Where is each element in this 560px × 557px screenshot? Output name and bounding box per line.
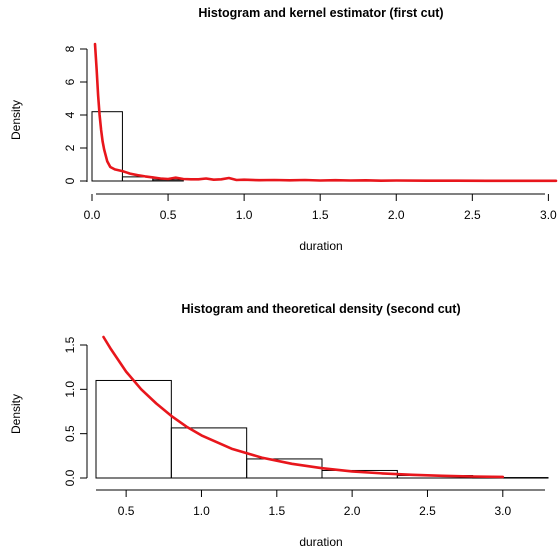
x-tick-label: 0.5: [160, 208, 177, 222]
theoretical-density-curve: [102, 335, 505, 479]
x-axis-label-1: duration: [299, 239, 342, 253]
chart-title-1: Histogram and kernel estimator (first cu…: [198, 6, 443, 20]
y-tick-label: 0.0: [63, 469, 77, 486]
x-tick-label: 3.0: [494, 504, 511, 518]
x-ticks-1: 0.0 0.5 1.0 1.5 2.0 2.5 3.0: [84, 194, 557, 222]
y-tick-label: 1.5: [63, 336, 77, 353]
y-tick-label: 0: [63, 177, 77, 184]
panel-first-cut: Histogram and kernel estimator (first cu…: [9, 6, 558, 253]
x-axis-label-2: duration: [299, 535, 342, 549]
x-tick-label: 2.0: [344, 504, 361, 518]
histogram-bar: [472, 477, 549, 479]
y-tick-label: 4: [63, 111, 77, 118]
y-tick-label: 1.0: [63, 381, 77, 398]
chart-title-2: Histogram and theoretical density (secon…: [181, 302, 460, 316]
histogram-bar: [170, 427, 248, 479]
x-tick-label: 1.0: [236, 208, 253, 222]
y-axis-label-1: Density: [9, 100, 23, 140]
x-tick-label: 0.5: [118, 504, 135, 518]
y-tick-label: 0.5: [63, 425, 77, 442]
y-ticks-1: 0 2 4 6 8: [63, 45, 87, 184]
x-tick-label: 3.0: [540, 208, 557, 222]
x-tick-label: 1.0: [193, 504, 210, 518]
y-tick-label: 2: [63, 144, 77, 151]
histogram-bars-2: [95, 379, 549, 479]
x-tick-label: 2.5: [464, 208, 481, 222]
x-tick-label: 1.5: [312, 208, 329, 222]
kernel-curve: [93, 42, 558, 183]
histogram-bars-1: [91, 111, 184, 182]
histogram-bar: [95, 379, 172, 479]
x-ticks-2: 0.5 1.0 1.5 2.0 2.5 3.0: [118, 490, 511, 518]
x-tick-label: 2.5: [419, 504, 436, 518]
y-tick-label: 6: [63, 78, 77, 85]
x-tick-label: 0.0: [84, 208, 101, 222]
histogram-bar: [91, 111, 123, 182]
y-tick-label: 8: [63, 45, 77, 52]
y-ticks-2: 0.0 0.5 1.0 1.5: [63, 336, 87, 486]
x-tick-label: 2.0: [388, 208, 405, 222]
panel-second-cut: Histogram and theoretical density (secon…: [9, 302, 549, 549]
x-tick-label: 1.5: [268, 504, 285, 518]
histogram-bar: [121, 176, 154, 182]
y-axis-label-2: Density: [9, 394, 23, 434]
